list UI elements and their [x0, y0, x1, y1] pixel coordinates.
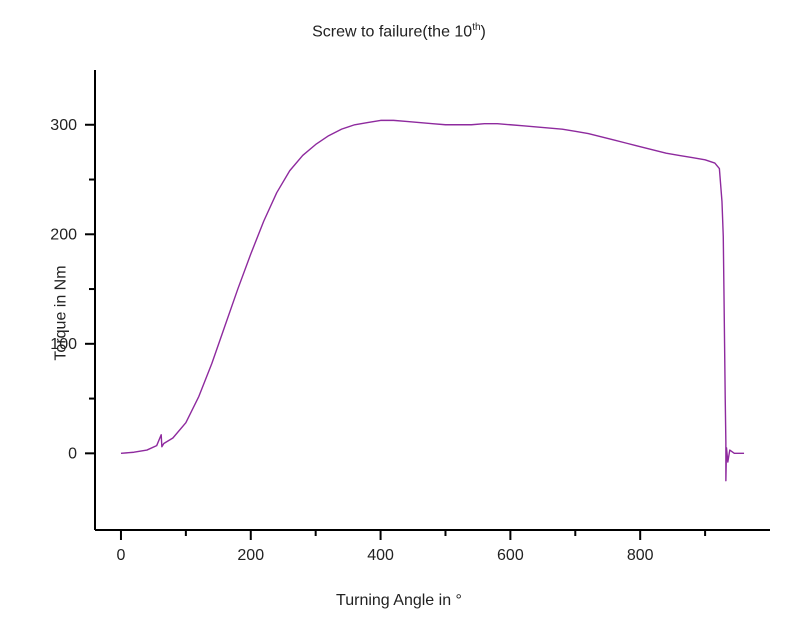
x-tick-label: 800 [627, 547, 654, 564]
y-tick-label: 300 [50, 117, 77, 134]
y-tick-label: 0 [68, 445, 77, 462]
x-tick-label: 0 [117, 547, 126, 564]
y-tick-label: 200 [50, 226, 77, 243]
y-tick-label: 100 [50, 336, 77, 353]
x-tick-label: 200 [237, 547, 264, 564]
x-tick-label: 600 [497, 547, 524, 564]
chart-container: Screw to failure(the 10th) Torque in Nm … [0, 0, 798, 626]
x-tick-label: 400 [367, 547, 394, 564]
plot-svg: 0 200 400 600 800 0 100 200 300 [0, 0, 798, 626]
torque-line [121, 120, 744, 480]
